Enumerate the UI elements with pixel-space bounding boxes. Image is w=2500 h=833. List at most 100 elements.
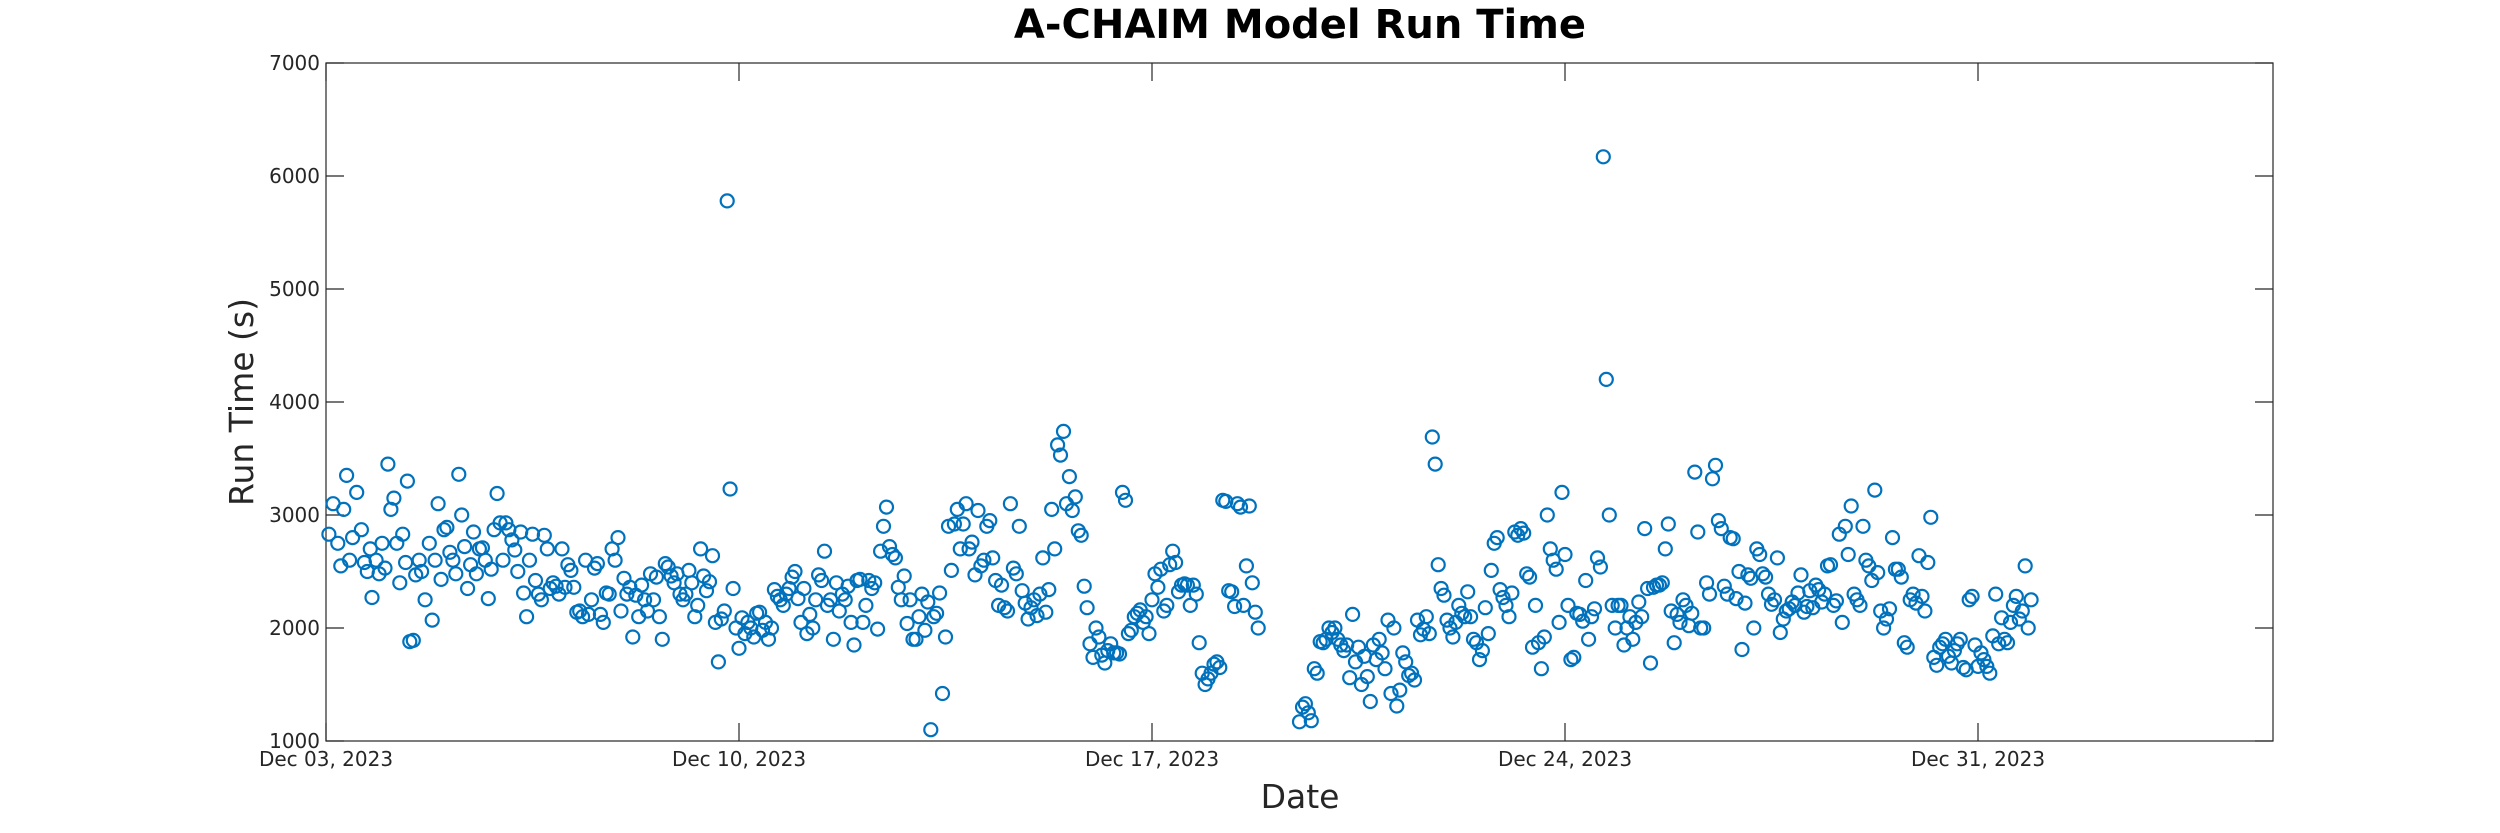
x-tick-label: Dec 24, 2023: [1498, 747, 1632, 771]
data-point: [1996, 631, 2013, 647]
data-point: [1946, 642, 1963, 659]
data-point: [1539, 507, 1555, 523]
data-point: [1120, 625, 1137, 642]
data-point: [342, 552, 358, 568]
data-point: [1185, 577, 1201, 593]
data-point: [911, 609, 927, 625]
data-point: [1111, 646, 1128, 662]
data-point: [1793, 567, 1809, 583]
data-point: [1586, 601, 1603, 617]
data-point: [1141, 625, 1157, 642]
data-point: [1474, 642, 1491, 659]
data-point: [1634, 609, 1650, 625]
data-point: [483, 561, 499, 577]
data-point: [1834, 614, 1850, 631]
data-point: [1855, 518, 1871, 534]
data-point: [805, 620, 821, 636]
data-point: [719, 193, 735, 209]
data-point: [398, 554, 414, 571]
chart-title: A-CHAIM Model Run Time: [1014, 2, 1586, 48]
data-point: [521, 552, 538, 568]
data-point: [527, 572, 544, 589]
data-point: [1226, 598, 1243, 615]
data-point: [1297, 696, 1314, 712]
data-point: [1035, 550, 1051, 566]
data-point: [690, 597, 706, 614]
data-point: [934, 685, 951, 702]
data-point: [1725, 531, 1741, 547]
data-point: [1920, 554, 1936, 571]
data-point: [566, 579, 582, 595]
data-point: [1911, 548, 1927, 564]
data-point: [504, 532, 520, 548]
data-point: [433, 571, 449, 588]
data-point: [1822, 557, 1839, 573]
data-point: [468, 566, 484, 582]
data-point: [1545, 552, 1561, 568]
data-point: [1232, 499, 1249, 515]
data-point: [1719, 586, 1735, 602]
data-point: [436, 522, 452, 538]
data-point: [993, 577, 1010, 593]
data-point: [1159, 597, 1175, 614]
data-point: [457, 538, 473, 555]
data-point: [1740, 567, 1756, 583]
data-point: [1757, 569, 1774, 585]
data-point: [421, 535, 437, 551]
data-point: [439, 519, 455, 536]
data-point: [867, 575, 883, 591]
data-point: [1993, 610, 2010, 626]
data-point: [1235, 597, 1252, 614]
data-point: [1403, 665, 1420, 681]
data-point: [1224, 584, 1240, 600]
data-point: [1504, 585, 1520, 601]
data-point: [1342, 670, 1358, 686]
data-point: [1979, 658, 1995, 675]
data-point: [1049, 437, 1066, 453]
data-point: [1457, 609, 1473, 625]
data-point: [1303, 713, 1319, 729]
data-point: [1073, 527, 1089, 543]
data-point: [1076, 578, 1092, 594]
data-point: [592, 606, 609, 623]
data-point: [964, 534, 980, 550]
data-point: [1580, 631, 1597, 647]
data-point: [725, 580, 741, 597]
data-point: [1595, 149, 1611, 165]
data-point: [813, 572, 830, 589]
data-point: [583, 592, 600, 608]
data-point: [460, 580, 476, 597]
data-point: [1436, 587, 1452, 603]
data-point: [1799, 598, 1815, 615]
data-point: [1418, 609, 1434, 625]
data-point: [1713, 520, 1729, 537]
data-point: [1625, 631, 1641, 647]
data-point: [445, 552, 461, 568]
data-point: [427, 552, 443, 568]
data-point: [1489, 529, 1505, 546]
data-point: [336, 501, 352, 517]
data-point: [1014, 583, 1030, 599]
data-point: [368, 552, 384, 568]
data-point: [1766, 592, 1783, 608]
data-point: [1052, 447, 1069, 463]
data-point: [345, 529, 361, 546]
data-point: [601, 586, 617, 602]
data-point: [1716, 578, 1732, 594]
data-point: [399, 473, 415, 489]
data-point: [374, 535, 390, 551]
data-point: [1454, 605, 1470, 621]
data-point: [787, 563, 803, 580]
data-point: [480, 590, 496, 607]
data-point: [607, 552, 623, 568]
data-point: [651, 609, 668, 625]
data-point: [1433, 580, 1449, 597]
data-point: [1424, 429, 1440, 445]
data-point: [1480, 625, 1496, 642]
data-point: [595, 614, 611, 631]
data-point: [1684, 605, 1700, 621]
data-point: [1707, 457, 1724, 473]
data-point: [710, 654, 727, 670]
data-point: [392, 575, 408, 591]
data-point: [1153, 561, 1169, 577]
